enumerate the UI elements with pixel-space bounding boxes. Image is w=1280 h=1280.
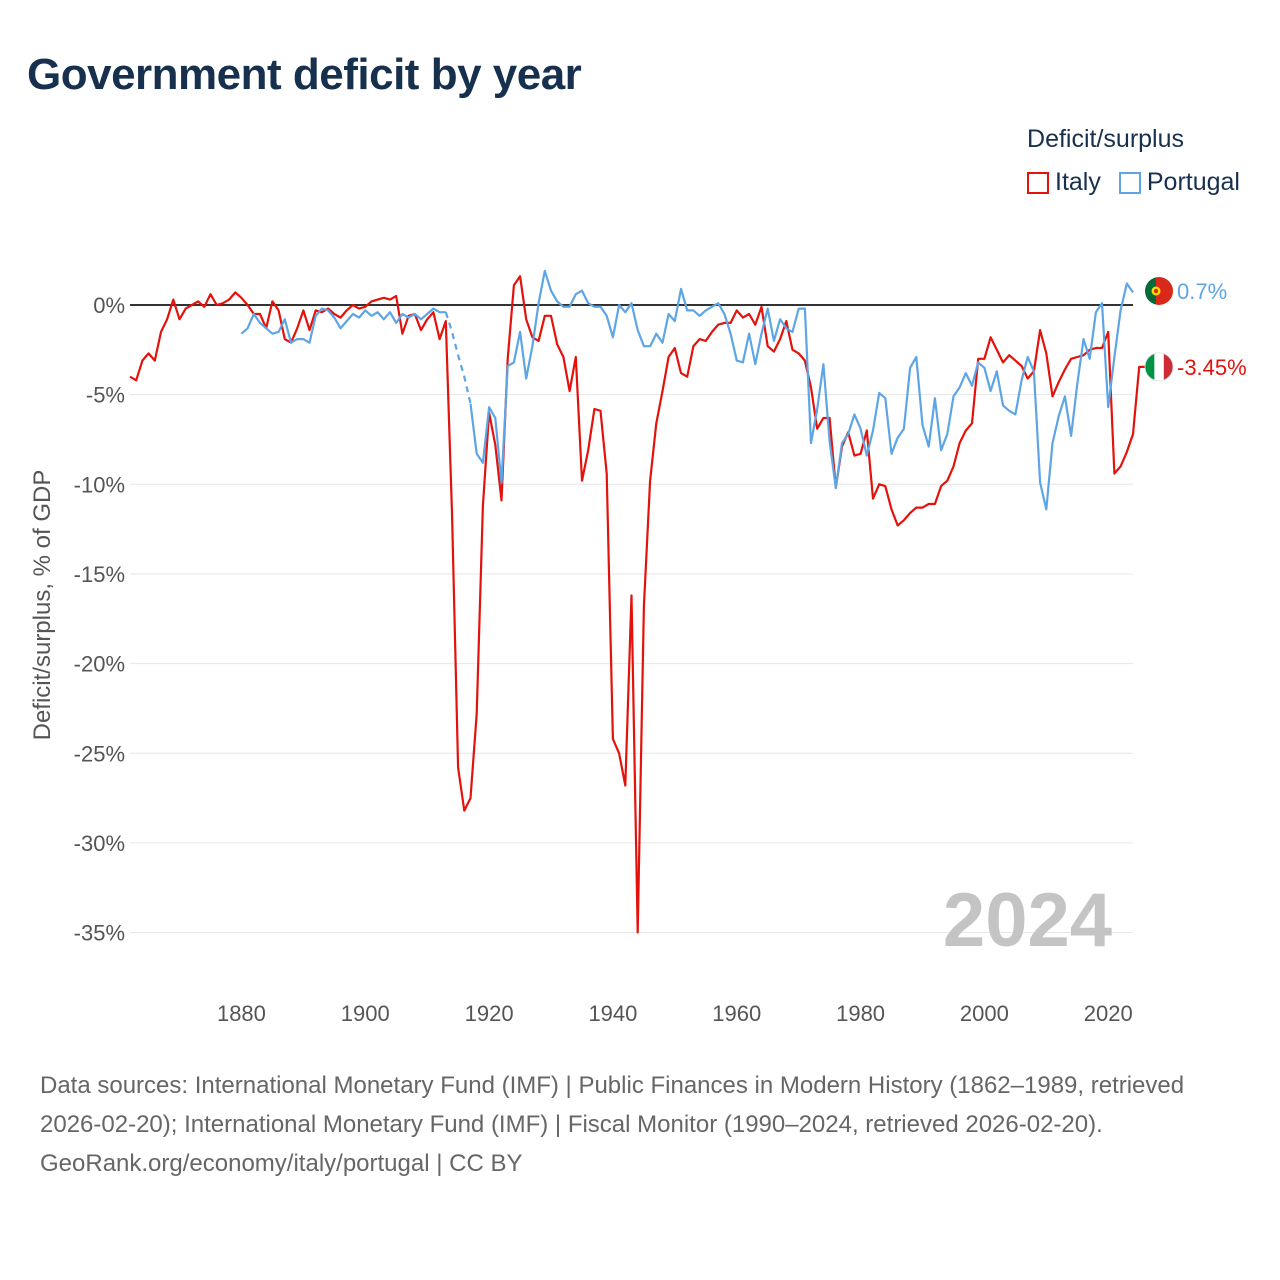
italy-flag-icon: [1144, 352, 1174, 382]
x-tick-label: 1980: [836, 1001, 885, 1026]
legend-swatch-italy: [1027, 171, 1050, 194]
data-sources: Data sources: International Monetary Fun…: [40, 1072, 1185, 1138]
series-line-italy[interactable]: [129, 275, 1146, 934]
y-tick-label: -5%: [86, 383, 125, 408]
legend-swatch-portugal: [1118, 171, 1141, 194]
x-tick-label: 1920: [465, 1001, 514, 1026]
series-gap-portugal: [444, 311, 472, 404]
y-tick-label: -15%: [74, 562, 125, 587]
y-tick-label: -25%: [74, 741, 125, 766]
x-tick-label: 1880: [217, 1001, 266, 1026]
x-tick-label: 2020: [1084, 1001, 1133, 1026]
chart-title: Government deficit by year: [27, 50, 582, 99]
year-watermark: 2024: [943, 878, 1112, 963]
legend-title: Deficit/surplus: [1027, 125, 1185, 153]
series-line-portugal[interactable]: [240, 307, 446, 344]
end-label-portugal: 0.7%: [1177, 279, 1227, 304]
legend-label-italy: Italy: [1055, 168, 1101, 196]
y-tick-label: -10%: [74, 472, 125, 497]
footer: Data sources: International Monetary Fun…: [40, 1066, 1240, 1183]
credit-link[interactable]: GeoRank.org/economy/italy/portugal | CC …: [40, 1150, 523, 1177]
series-line-portugal[interactable]: [469, 269, 1134, 511]
legend-item-portugal[interactable]: Portugal: [1118, 168, 1240, 197]
x-tick-label: 1960: [712, 1001, 761, 1026]
legend-label-portugal: Portugal: [1146, 168, 1240, 196]
y-tick-label: 0%: [93, 293, 125, 318]
y-tick-label: -20%: [74, 652, 125, 677]
legend: Deficit/surplus Italy Portugal: [1027, 125, 1240, 197]
x-tick-label: 1900: [341, 1001, 390, 1026]
x-tick-label: 2000: [960, 1001, 1009, 1026]
end-label-italy: -3.45%: [1177, 355, 1247, 380]
legend-item-italy[interactable]: Italy: [1027, 168, 1101, 197]
y-tick-label: -30%: [74, 831, 125, 856]
x-tick-label: 1940: [588, 1001, 637, 1026]
portugal-flag-icon: [1145, 277, 1173, 305]
line-chart: 0% -5% -10% -15% -20% -25% -30% -35% 1880 1900 19…: [29, 269, 1247, 1026]
y-tick-label: -35%: [74, 921, 125, 946]
y-axis-label: Deficit/surplus, % of GDP: [29, 470, 56, 741]
